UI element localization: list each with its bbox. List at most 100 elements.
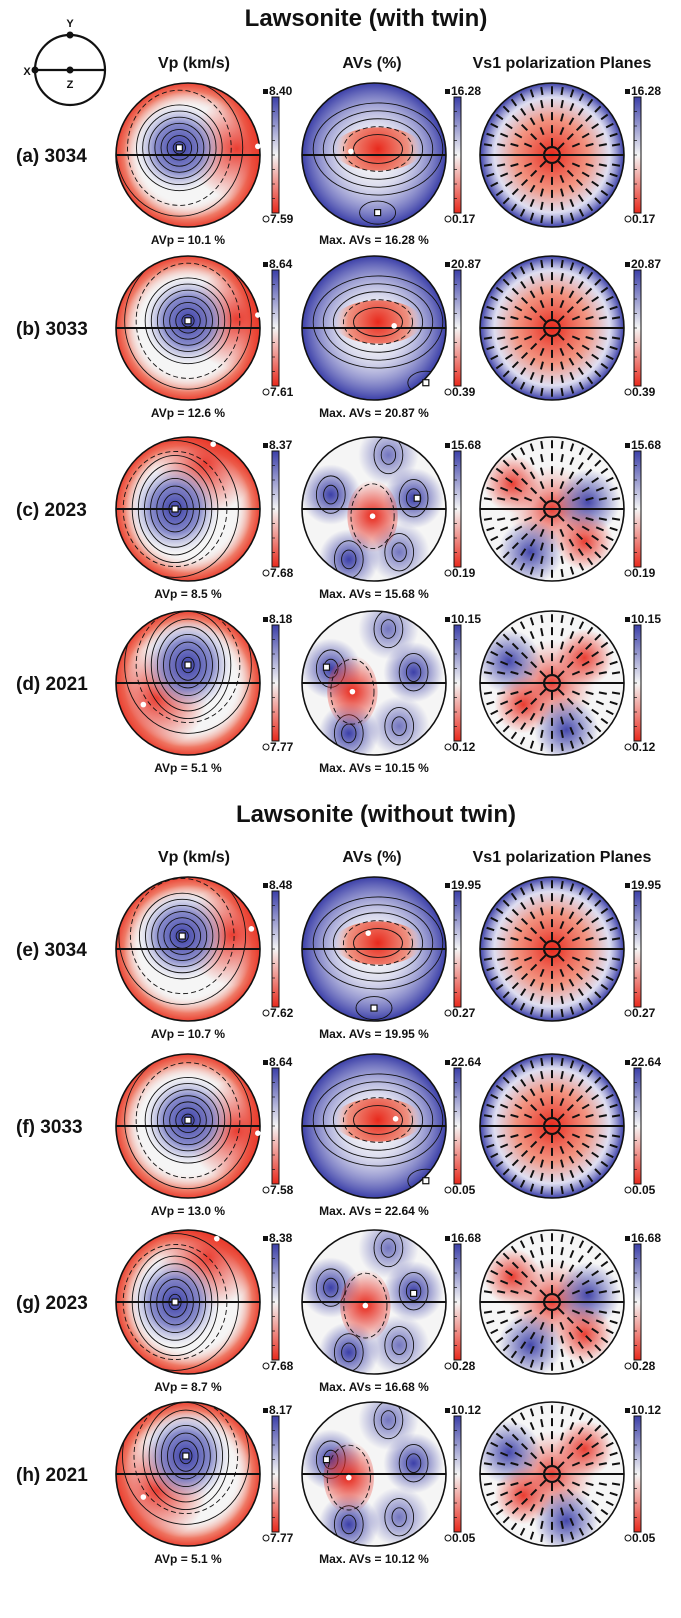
polarization-ticks bbox=[483, 86, 621, 224]
min-marker bbox=[624, 388, 632, 396]
vs1-pole-figure bbox=[479, 876, 625, 1022]
avs-summary-label: Max. AVs = 20.87 % bbox=[319, 406, 429, 420]
colorbar-min-label: 0.27 bbox=[452, 1006, 476, 1020]
min-marker bbox=[262, 1009, 270, 1017]
max-marker bbox=[263, 1408, 268, 1413]
colorbar-min-label: 7.61 bbox=[270, 385, 294, 399]
colorbar-min-label: 0.05 bbox=[452, 1183, 476, 1197]
row-label: (d) 2021 bbox=[16, 674, 88, 695]
min-marker bbox=[624, 1534, 632, 1542]
colorbar-max-label: 8.17 bbox=[269, 1403, 293, 1417]
max-marker bbox=[625, 262, 630, 267]
avs-pole-figure bbox=[301, 82, 447, 228]
min-marker bbox=[262, 215, 270, 223]
max-value-marker bbox=[171, 1298, 179, 1306]
max-value-marker bbox=[184, 1116, 192, 1124]
vp-summary-label: AVp = 5.1 % bbox=[154, 761, 222, 775]
max-marker bbox=[445, 262, 450, 267]
column-header-vs1: Vs1 polarization Planes bbox=[473, 849, 652, 866]
min-value-marker bbox=[348, 148, 354, 155]
max-value-marker bbox=[422, 1177, 430, 1185]
min-marker bbox=[262, 1534, 270, 1542]
figure-row: (d) 2021 8.18 7.77 AVp = 5.1 % 10.15 0.12 Max.… bbox=[16, 610, 661, 775]
pole-figure-grid: (a) 3034 8.40 7.59 AVp = 10.1 % 16.28 0.17 Max… bbox=[16, 82, 661, 1566]
max-marker bbox=[263, 89, 268, 94]
colorbar-max-label: 22.64 bbox=[631, 1055, 661, 1069]
figure-row: (h) 2021 8.17 7.77 AVp = 5.1 % 10.12 0.05 Max.… bbox=[16, 1401, 661, 1566]
max-marker bbox=[625, 617, 630, 622]
vp-summary-label: AVp = 10.7 % bbox=[151, 1027, 225, 1041]
max-value-marker bbox=[410, 1289, 418, 1297]
min-value-marker bbox=[362, 1302, 369, 1309]
axis-label-x: X bbox=[23, 66, 31, 78]
avs-summary-label: Max. AVs = 16.68 % bbox=[319, 1380, 429, 1394]
vp-summary-label: AVp = 8.7 % bbox=[154, 1380, 222, 1394]
max-marker bbox=[445, 1060, 450, 1065]
max-value-marker bbox=[413, 494, 421, 502]
vp-pole-figure bbox=[115, 1229, 261, 1375]
colorbar-min-label: 0.12 bbox=[632, 740, 656, 754]
avs-pole-figure bbox=[301, 610, 447, 756]
row-label: (h) 2021 bbox=[16, 1465, 88, 1486]
max-value-marker bbox=[171, 505, 179, 513]
row-label: (f) 3033 bbox=[16, 1117, 83, 1138]
row-label: (a) 3034 bbox=[16, 146, 87, 167]
colorbar-min-label: 0.05 bbox=[452, 1531, 476, 1545]
avs-pole-figure bbox=[301, 255, 447, 401]
polarization-ticks bbox=[483, 1233, 621, 1371]
colorbar-max-label: 16.68 bbox=[631, 1231, 661, 1245]
max-marker bbox=[625, 443, 630, 448]
vp-pole-figure bbox=[115, 876, 261, 1022]
colorbar-max-label: 19.95 bbox=[451, 878, 481, 892]
min-marker bbox=[444, 1534, 452, 1542]
max-marker bbox=[263, 617, 268, 622]
colorbar-max-label: 19.95 bbox=[631, 878, 661, 892]
column-header-vp: Vp (km/s) bbox=[158, 55, 230, 72]
min-marker bbox=[444, 1186, 452, 1194]
colorbar-max-label: 20.87 bbox=[631, 257, 661, 271]
colorbar-min-label: 0.05 bbox=[632, 1531, 656, 1545]
max-marker bbox=[445, 1408, 450, 1413]
column-header-vs1: Vs1 polarization Planes bbox=[473, 55, 652, 72]
colorbar-max-label: 10.15 bbox=[631, 612, 661, 626]
min-marker bbox=[624, 1009, 632, 1017]
figure-row: (f) 3033 8.64 7.58 AVp = 13.0 % 22.64 0.05 Max… bbox=[16, 1053, 661, 1218]
vs1-pole-figure bbox=[479, 1053, 625, 1199]
colorbar-min-label: 0.19 bbox=[452, 566, 476, 580]
min-value-marker bbox=[346, 1474, 352, 1481]
max-marker bbox=[445, 883, 450, 888]
max-marker bbox=[445, 443, 450, 448]
vp-pole-figure bbox=[115, 82, 261, 228]
colorbar-max-label: 15.68 bbox=[631, 438, 661, 452]
polarization-ticks bbox=[483, 1057, 621, 1195]
min-marker bbox=[262, 1362, 270, 1370]
row-label: (b) 3033 bbox=[16, 319, 88, 340]
colorbar-max-label: 15.68 bbox=[451, 438, 481, 452]
vp-pole-figure bbox=[115, 436, 261, 582]
max-value-marker bbox=[322, 663, 331, 671]
max-marker bbox=[625, 883, 630, 888]
colorbar-min-label: 0.05 bbox=[632, 1183, 656, 1197]
colorbar-max-label: 8.64 bbox=[269, 257, 293, 271]
max-value-marker bbox=[322, 1455, 331, 1464]
vs1-pole-figure bbox=[479, 1401, 625, 1547]
min-marker bbox=[262, 569, 270, 577]
min-marker bbox=[444, 1362, 452, 1370]
colorbar-max-label: 8.48 bbox=[269, 878, 293, 892]
max-value-marker bbox=[184, 661, 192, 669]
colorbar-max-label: 8.64 bbox=[269, 1055, 293, 1069]
min-marker bbox=[262, 1186, 270, 1194]
figure-row: (b) 3033 8.64 7.61 AVp = 12.6 % 20.87 0.39 Max… bbox=[16, 255, 661, 420]
colorbar-min-label: 7.77 bbox=[270, 740, 294, 754]
avs-summary-label: Max. AVs = 10.15 % bbox=[319, 761, 429, 775]
max-value-marker bbox=[374, 209, 382, 217]
section-title: Lawsonite (with twin) bbox=[245, 5, 488, 32]
max-value-marker bbox=[184, 317, 192, 325]
colorbar-min-label: 7.59 bbox=[270, 212, 294, 226]
colorbar-max-label: 22.64 bbox=[451, 1055, 481, 1069]
row-label: (g) 2023 bbox=[16, 1293, 88, 1314]
row-label: (c) 2023 bbox=[16, 500, 87, 521]
figure-row: (c) 2023 8.37 7.68 AVp = 8.5 % 15.68 0.19 Max.… bbox=[16, 436, 661, 601]
colorbar-min-label: 7.68 bbox=[270, 566, 294, 580]
reference-axes: Y X Z bbox=[23, 18, 107, 107]
